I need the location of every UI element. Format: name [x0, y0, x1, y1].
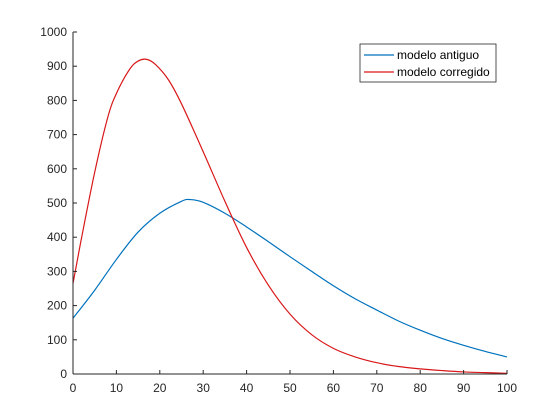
y-tick-label: 900	[47, 59, 67, 73]
plot-area	[73, 32, 507, 374]
y-tick-label: 400	[47, 230, 67, 244]
x-tick-label: 90	[457, 381, 471, 395]
y-tick-label: 200	[47, 299, 67, 313]
legend-label-1: modelo antiguo	[397, 48, 479, 62]
x-tick-label: 0	[70, 381, 77, 395]
plot-background	[73, 32, 507, 374]
y-tick-label: 500	[47, 196, 67, 210]
axes-layer: 0 10 20 30 40 50 60 70 80 90 100010020030040050060…	[40, 25, 517, 395]
series-line-1	[72, 198, 508, 358]
y-tick-label: 600	[47, 162, 67, 176]
y-tick-label: 100	[47, 333, 67, 347]
legend: modelo antiguo modelo corregido	[359, 43, 497, 83]
x-tick-label: 70	[370, 381, 384, 395]
x-tick-label: 10	[110, 381, 124, 395]
x-tick-label: 30	[197, 381, 211, 395]
x-tick-label: 40	[240, 381, 254, 395]
y-tick-label: 700	[47, 128, 67, 142]
x-tick-label: 100	[497, 381, 517, 395]
y-tick-label: 800	[47, 93, 67, 107]
x-tick-label: 20	[153, 381, 167, 395]
y-tick-label: 300	[47, 264, 67, 278]
series-layer	[72, 58, 508, 374]
x-tick-label: 50	[283, 381, 297, 395]
legend-label-2: modelo corregido	[397, 65, 490, 79]
y-tick-label: 1000	[40, 25, 67, 39]
series-line-2	[72, 58, 508, 374]
legend-box	[359, 43, 497, 83]
x-tick-label: 80	[414, 381, 428, 395]
y-tick-label: 0	[60, 367, 67, 381]
x-tick-label: 60	[327, 381, 341, 395]
